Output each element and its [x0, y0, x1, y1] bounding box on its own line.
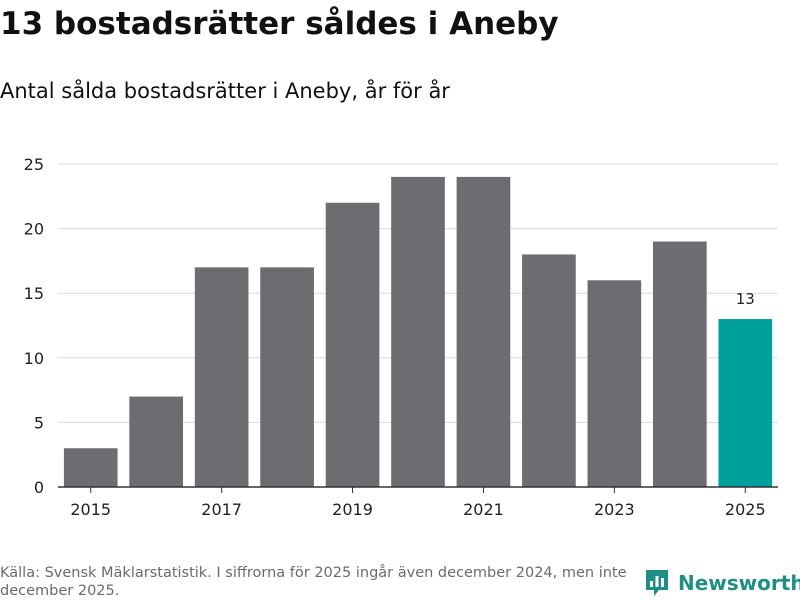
x-tick-label: 2021: [463, 500, 504, 519]
y-tick-label: 10: [24, 349, 44, 368]
bar-2017: [194, 267, 249, 487]
bar-2020: [391, 176, 445, 488]
bar-2016: [129, 396, 184, 487]
bar-2015: [63, 448, 118, 487]
bar-2025: [718, 319, 773, 487]
x-tick-label: 2023: [594, 500, 635, 519]
x-tick-label: 2017: [201, 500, 242, 519]
chart-subtitle: Antal sålda bostadsrätter i Aneby, år fö…: [0, 79, 450, 103]
y-tick-label: 25: [24, 155, 44, 174]
bar-2021: [456, 176, 511, 488]
newsworthy-logo-icon: [646, 570, 668, 596]
brand-logo[interactable]: Newsworthy: [644, 568, 800, 598]
bar-2019: [325, 202, 380, 487]
y-tick-label: 0: [34, 478, 44, 497]
y-tick-label: 15: [24, 284, 44, 303]
bar-2024: [652, 241, 707, 487]
y-tick-label: 20: [24, 220, 44, 239]
bar-2023: [587, 280, 642, 487]
bar-2018: [260, 267, 314, 487]
bar-2022: [522, 254, 576, 487]
brand-name: Newsworthy: [678, 571, 800, 595]
y-tick-label: 5: [34, 413, 44, 432]
source-note: Källa: Svensk Mäklarstatistik. I siffror…: [0, 565, 627, 599]
x-tick-label: 2019: [332, 500, 373, 519]
data-label: 13: [736, 290, 755, 308]
chart-title: 13 bostadsrätter såldes i Aneby: [0, 6, 559, 42]
x-tick-label: 2025: [725, 500, 766, 519]
x-tick-label: 2015: [70, 500, 111, 519]
